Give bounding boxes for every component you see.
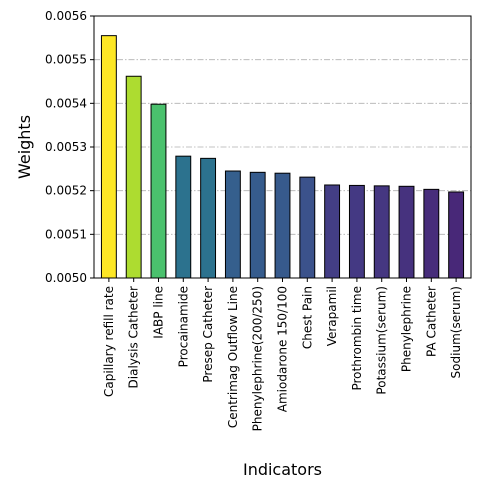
y-tick-label: 0.0055 — [45, 53, 87, 67]
bars — [100, 35, 465, 279]
bar — [175, 155, 192, 279]
x-tick-label: Potassium(serum) — [375, 286, 389, 395]
bar — [299, 176, 316, 279]
x-tick-label: Centrimag Outflow Line — [226, 286, 240, 428]
bar — [348, 184, 365, 279]
y-tick-label: 0.0052 — [45, 184, 87, 198]
x-axis-ticks: Capillary refill rate Dialysis Catheter IA… — [102, 278, 463, 431]
x-tick-label: Capillary refill rate — [102, 286, 116, 397]
bar — [324, 184, 341, 279]
x-axis-title: Indicators — [243, 460, 322, 479]
x-tick-label: Sodium(serum) — [449, 286, 463, 378]
x-tick-label: Procainamide — [176, 286, 190, 367]
y-axis-title: Weights — [15, 115, 34, 179]
x-tick-label: IABP line — [151, 286, 165, 339]
bar — [373, 185, 390, 279]
y-tick-label: 0.0050 — [45, 271, 87, 285]
y-axis-ticks: 0.0050 0.0051 0.0052 0.0053 0.0054 0.0055 0.00… — [45, 9, 94, 285]
x-tick-label: Presep Catheter — [201, 286, 215, 383]
x-tick-label: Verapamil — [325, 286, 339, 346]
x-tick-label: Phenylephrine — [400, 286, 414, 372]
y-tick-label: 0.0051 — [45, 227, 87, 241]
bar — [249, 171, 266, 279]
x-tick-label: Amiodarone 150/100 — [276, 286, 290, 412]
bar — [398, 185, 415, 279]
bar — [125, 75, 142, 279]
x-tick-label: PA Catheter — [424, 286, 438, 357]
x-tick-label: Prothrombin time — [350, 286, 364, 391]
x-tick-label: Phenylephrine(200/250) — [251, 286, 265, 431]
bar — [274, 172, 291, 279]
x-tick-label: Dialysis Catheter — [127, 286, 141, 389]
bar — [150, 103, 167, 279]
y-tick-label: 0.0054 — [45, 96, 87, 110]
bar — [224, 170, 241, 279]
bar — [448, 191, 465, 279]
bar — [200, 157, 217, 279]
x-tick-label: Chest Pain — [300, 286, 314, 349]
bar — [423, 188, 440, 279]
bar — [100, 35, 117, 279]
y-tick-label: 0.0056 — [45, 9, 87, 23]
y-tick-label: 0.0053 — [45, 140, 87, 154]
